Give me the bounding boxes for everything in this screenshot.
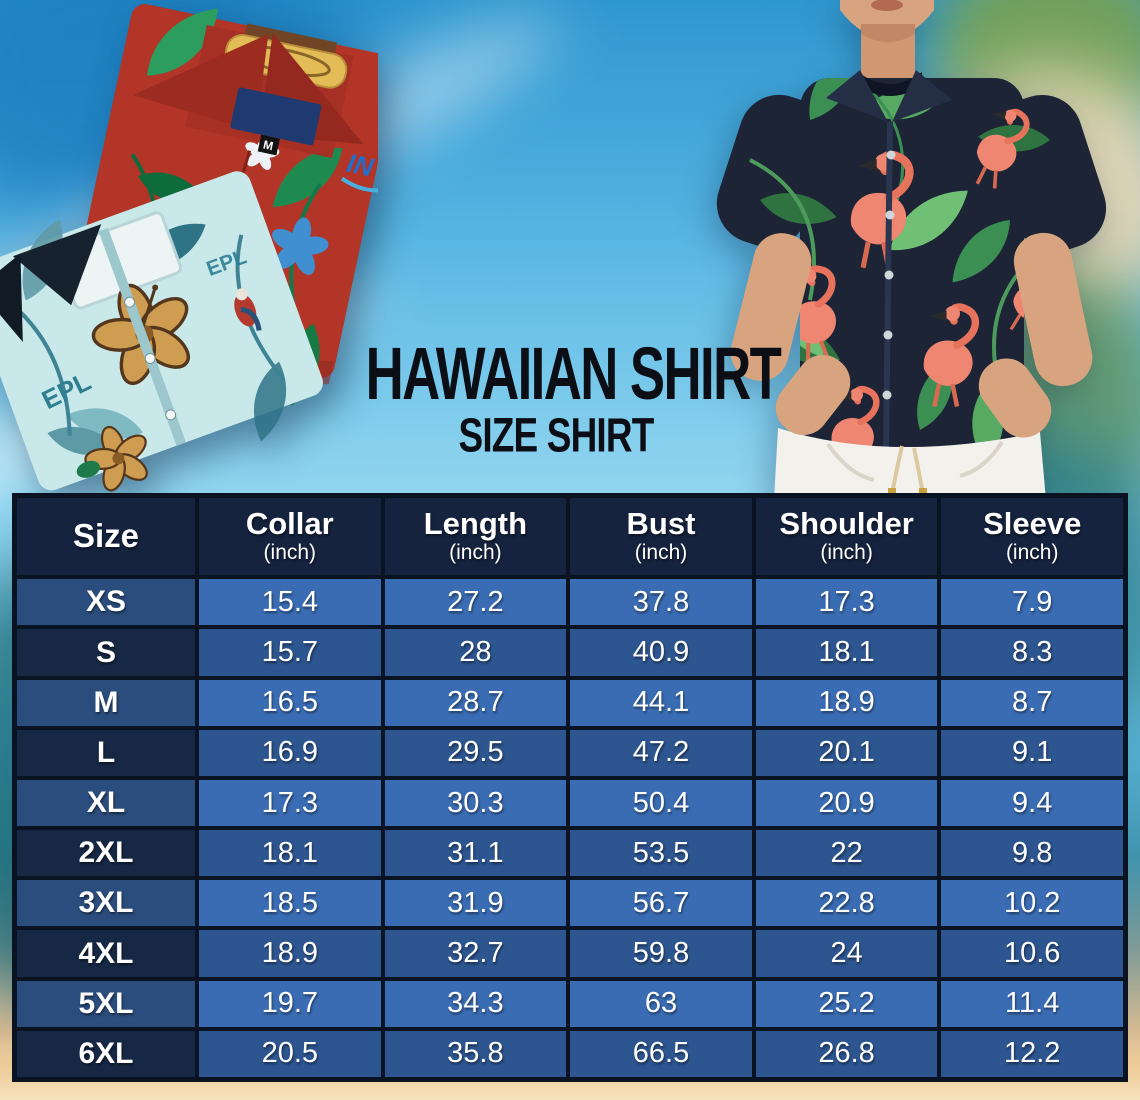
value-cell: 16.9 [197,727,383,778]
size-cell: XL [15,777,197,829]
value-cell: 56.7 [568,878,754,929]
table-row: 6XL 20.5 35.8 66.5 26.8 12.2 [15,1028,1125,1079]
table-row: XL 17.3 30.3 50.4 20.9 9.4 [15,777,1125,829]
value-cell: 26.8 [753,1028,940,1079]
table-row: S 15.7 28 40.9 18.1 8.3 [15,627,1125,678]
value-cell: 53.5 [568,828,754,879]
value-cell: 12.2 [939,1028,1125,1079]
table-row: L 16.9 29.5 47.2 20.1 9.1 [15,727,1125,778]
table-row: 4XL 18.9 32.7 59.8 24 10.6 [15,928,1125,979]
table-row: 3XL 18.5 31.9 56.7 22.8 10.2 [15,878,1125,929]
size-cell: XS [15,577,197,628]
value-cell: 15.7 [197,627,383,678]
size-cell: L [15,727,197,778]
value-cell: 8.7 [939,677,1125,728]
page-subtitle: SIZE SHIRT [458,408,655,463]
value-cell: 47.2 [568,727,754,778]
value-cell: 22.8 [753,878,940,929]
value-cell: 30.3 [382,777,569,829]
value-cell: 44.1 [568,677,754,728]
model-face [840,0,934,86]
value-cell: 37.8 [568,577,754,628]
teal-shirt: EPL EPL [0,171,323,496]
value-cell: 7.9 [939,577,1125,628]
value-cell: 18.5 [197,878,383,929]
value-cell: 28 [382,627,569,678]
header-cell-shoulder: Shoulder (inch) [753,496,940,578]
size-cell: M [15,677,197,728]
value-cell: 32.7 [382,928,569,979]
value-cell: 40.9 [568,627,754,678]
page-title: HAWAIIAN SHIRT [365,331,782,415]
flamingo-shirt [716,70,1107,453]
white-pants [774,428,1046,500]
value-cell: 20.5 [197,1028,383,1079]
size-cell: S [15,627,197,678]
value-cell: 17.3 [753,577,940,628]
value-cell: 9.4 [939,777,1125,829]
value-cell: 15.4 [197,577,383,628]
value-cell: 18.9 [197,928,383,979]
value-cell: 29.5 [382,727,569,778]
value-cell: 8.3 [939,627,1125,678]
value-cell: 63 [568,978,754,1029]
title-block: HAWAIIAN SHIRT SIZE SHIRT [318,336,794,463]
value-cell: 59.8 [568,928,754,979]
folded-shirts-photo: M IN [0,4,378,496]
value-cell: 31.9 [382,878,569,929]
value-cell: 20.9 [753,777,940,829]
table-row: XS 15.4 27.2 37.8 17.3 7.9 [15,577,1125,628]
header-cell-sleeve: Sleeve (inch) [939,496,1125,578]
value-cell: 17.3 [197,777,383,829]
value-cell: 18.1 [753,627,940,678]
value-cell: 50.4 [568,777,754,829]
value-cell: 11.4 [939,978,1125,1029]
value-cell: 27.2 [382,577,569,628]
table-row: M 16.5 28.7 44.1 18.9 8.7 [15,677,1125,728]
table-row: 2XL 18.1 31.1 53.5 22 9.8 [15,828,1125,879]
header-cell-size: Size [15,496,197,578]
value-cell: 22 [753,828,940,879]
value-cell: 9.8 [939,828,1125,879]
table-header-row: Size Collar (inch) Length (inch) Bust (i… [15,496,1125,578]
parrot-print [234,288,262,331]
value-cell: 24 [753,928,940,979]
value-cell: 34.3 [382,978,569,1029]
size-cell: 5XL [15,978,197,1029]
value-cell: 9.1 [939,727,1125,778]
value-cell: 10.6 [939,928,1125,979]
header-cell-length: Length (inch) [382,496,569,578]
bird-print [76,460,100,478]
value-cell: 31.1 [382,828,569,879]
table-row: 5XL 19.7 34.3 63 25.2 11.4 [15,978,1125,1029]
red-shirt-size-tag: M [262,138,275,154]
value-cell: 25.2 [753,978,940,1029]
value-cell: 28.7 [382,677,569,728]
value-cell: 10.2 [939,878,1125,929]
header-cell-collar: Collar (inch) [197,496,383,578]
model-arms [730,232,1093,438]
size-cell: 6XL [15,1028,197,1079]
value-cell: 18.9 [753,677,940,728]
size-cell: 4XL [15,928,197,979]
size-chart-table: Size Collar (inch) Length (inch) Bust (i… [12,493,1128,1082]
size-cell: 3XL [15,878,197,929]
value-cell: 66.5 [568,1028,754,1079]
size-cell: 2XL [15,828,197,879]
header-cell-bust: Bust (inch) [568,496,754,578]
value-cell: 19.7 [197,978,383,1029]
value-cell: 35.8 [382,1028,569,1079]
model-photo [716,0,1107,500]
value-cell: 16.5 [197,677,383,728]
value-cell: 20.1 [753,727,940,778]
value-cell: 18.1 [197,828,383,879]
